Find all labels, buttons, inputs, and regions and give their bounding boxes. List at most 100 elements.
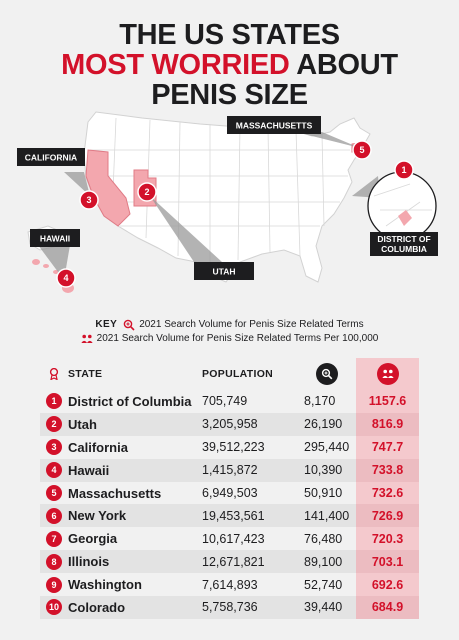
per-100k-value: 692.6 bbox=[356, 573, 419, 597]
search-volume-value: 10,390 bbox=[304, 463, 343, 478]
search-volume-value: 26,190 bbox=[304, 417, 343, 432]
key-legend: KEY 2021 Search Volume for Penis Size Re… bbox=[0, 318, 459, 346]
table-row: 6 New York 19,453,561 141,400 726.9 bbox=[40, 504, 419, 528]
massachusetts-label: MASSACHUSETTS bbox=[236, 121, 313, 131]
rank-badge: 3 bbox=[46, 439, 62, 456]
population-value: 7,614,893 bbox=[202, 577, 258, 592]
rank-badge: 4 bbox=[46, 462, 62, 479]
population-value: 3,205,958 bbox=[202, 417, 258, 432]
hawaii-callout: HAWAII bbox=[30, 229, 80, 247]
search-volume-value: 39,440 bbox=[304, 600, 343, 615]
rank-badge: 10 bbox=[46, 599, 62, 616]
search-volume-value: 295,440 bbox=[304, 440, 350, 455]
search-volume-value: 52,740 bbox=[304, 577, 343, 592]
ranking-table: STATE POPULATION 1 District of Columbia 70… bbox=[40, 358, 419, 619]
state-name: Illinois bbox=[68, 554, 110, 570]
svg-text:2: 2 bbox=[144, 187, 149, 197]
massachusetts-callout: MASSACHUSETTS bbox=[227, 116, 321, 134]
table-row: 9 Washington 7,614,893 52,740 692.6 bbox=[40, 573, 419, 597]
us-map: MASSACHUSETTS CALIFORNIA UTAH HAWAII DIS… bbox=[17, 111, 438, 293]
search-volume-value: 141,400 bbox=[304, 508, 350, 523]
svg-text:5: 5 bbox=[359, 145, 364, 155]
people-icon bbox=[81, 334, 93, 343]
key-item-volume: 2021 Search Volume for Penis Size Relate… bbox=[139, 319, 364, 330]
population-value: 5,758,736 bbox=[202, 600, 258, 615]
table-row: 1 District of Columbia 705,749 8,170 1157.6 bbox=[40, 390, 419, 413]
per-100k-value: 747.7 bbox=[356, 435, 419, 459]
per-100k-value: 732.6 bbox=[356, 481, 419, 505]
table-header: STATE POPULATION bbox=[40, 358, 419, 390]
per-100k-value: 726.9 bbox=[356, 504, 419, 528]
rank-badge: 5 bbox=[46, 485, 62, 501]
dc-label-line2: COLUMBIA bbox=[381, 244, 427, 254]
rank-badge: 7 bbox=[46, 530, 62, 547]
header-per100k-icon bbox=[376, 363, 399, 385]
table-row: 8 Illinois 12,671,821 89,100 703.1 bbox=[40, 550, 419, 574]
population-value: 6,949,503 bbox=[202, 486, 258, 500]
california-callout: CALIFORNIA bbox=[17, 148, 85, 166]
population-value: 19,453,561 bbox=[202, 508, 265, 523]
california-shape bbox=[85, 149, 131, 227]
per-100k-value: 733.8 bbox=[356, 458, 419, 482]
rank-badge: 6 bbox=[46, 507, 62, 524]
population-value: 1,415,872 bbox=[202, 463, 258, 478]
table-row: 2 Utah 3,205,958 26,190 816.9 bbox=[40, 412, 419, 436]
search-volume-value: 50,910 bbox=[304, 486, 343, 500]
california-label: CALIFORNIA bbox=[25, 153, 77, 163]
magnifier-icon bbox=[321, 368, 333, 380]
svg-text:4: 4 bbox=[63, 273, 68, 283]
per-100k-value: 816.9 bbox=[356, 412, 419, 436]
header-population: POPULATION bbox=[202, 368, 274, 380]
table-row: 4 Hawaii 1,415,872 10,390 733.8 bbox=[40, 458, 419, 482]
title-line-2-rest: ABOUT bbox=[289, 49, 398, 81]
header-volume-icon bbox=[316, 363, 338, 385]
magnifier-icon bbox=[123, 319, 135, 331]
state-name: Utah bbox=[68, 416, 97, 432]
rank-badge: 1 bbox=[46, 393, 62, 410]
table-row: 7 Georgia 10,617,423 76,480 720.3 bbox=[40, 527, 419, 551]
california-pointer bbox=[64, 172, 90, 196]
title-line-3: PENIS SIZE bbox=[151, 79, 308, 111]
search-volume-value: 89,100 bbox=[304, 554, 343, 569]
pin-5: 5 bbox=[352, 140, 372, 160]
massachusetts-pointer bbox=[296, 132, 360, 148]
state-name: New York bbox=[68, 508, 127, 524]
rank-ribbon-icon bbox=[49, 368, 59, 380]
page-title: THE US STATES MOST WORRIED ABOUT PENIS S… bbox=[0, 20, 459, 110]
utah-label: UTAH bbox=[213, 267, 236, 277]
population-value: 705,749 bbox=[202, 394, 248, 409]
per-100k-value: 720.3 bbox=[356, 527, 419, 551]
rank-badge: 8 bbox=[46, 553, 62, 570]
key-item-per100k: 2021 Search Volume for Penis Size Relate… bbox=[96, 333, 379, 344]
table-row: 10 Colorado 5,758,736 39,440 684.9 bbox=[40, 596, 419, 619]
svg-text:1: 1 bbox=[401, 165, 406, 175]
state-name: Washington bbox=[68, 577, 142, 593]
table-row: 5 Massachusetts 6,949,503 50,910 732.6 bbox=[40, 481, 419, 505]
key-label: KEY bbox=[95, 319, 118, 330]
header-state: STATE bbox=[68, 368, 103, 380]
state-name: Massachusetts bbox=[68, 485, 162, 501]
pin-1: 1 bbox=[394, 160, 414, 180]
dc-callout: DISTRICT OF COLUMBIA bbox=[370, 232, 438, 256]
population-value: 10,617,423 bbox=[202, 531, 265, 546]
per-100k-value: 703.1 bbox=[356, 550, 419, 574]
utah-callout: UTAH bbox=[194, 262, 254, 280]
table-row: 3 California 39,512,223 295,440 747.7 bbox=[40, 435, 419, 459]
svg-text:3: 3 bbox=[86, 195, 91, 205]
search-volume-value: 76,480 bbox=[304, 531, 343, 546]
pin-4: 4 bbox=[56, 268, 76, 288]
state-name: Hawaii bbox=[68, 462, 110, 478]
population-value: 39,512,223 bbox=[202, 440, 265, 455]
search-volume-value: 8,170 bbox=[304, 394, 336, 409]
title-line-2: MOST WORRIED ABOUT bbox=[0, 50, 459, 80]
dc-shape bbox=[398, 210, 412, 226]
pin-2: 2 bbox=[137, 182, 157, 202]
title-highlight: MOST WORRIED bbox=[61, 49, 290, 81]
pin-3: 3 bbox=[79, 190, 99, 210]
dc-label-line1: DISTRICT OF bbox=[377, 234, 430, 244]
dc-zoom-circle bbox=[367, 171, 437, 241]
rank-badge: 9 bbox=[46, 576, 62, 593]
state-name: Colorado bbox=[68, 599, 126, 615]
people-icon bbox=[381, 369, 394, 378]
state-name: District of Columbia bbox=[68, 393, 192, 409]
